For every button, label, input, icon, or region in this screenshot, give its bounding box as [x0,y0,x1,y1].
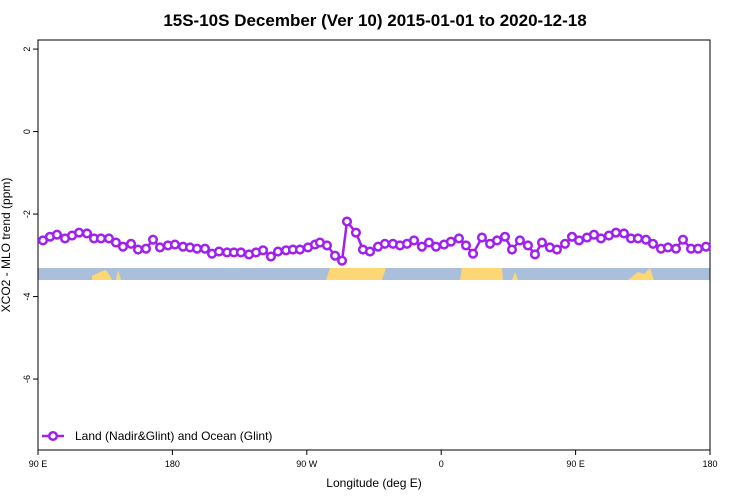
data-point [423,237,435,248]
data-point [350,227,361,238]
data-point [154,242,166,253]
y-tick-label: -4 [22,293,32,301]
data-point [551,244,562,255]
data-point [445,236,456,247]
data-point [265,251,277,262]
data-point [506,244,518,255]
data-point [476,232,488,243]
data-point [169,239,180,250]
data-point [573,235,585,246]
data-point [514,235,525,246]
x-tick-label: 90 W [296,459,318,469]
data-point [213,246,225,257]
data-point [677,234,689,245]
data-point [647,238,659,249]
data-point [272,246,284,257]
x-axis-label: Longitude (deg E) [326,476,421,490]
data-point [559,238,571,249]
data-point [81,228,93,239]
data-point [416,241,427,252]
data-point [95,233,107,244]
x-tick-label: 180 [165,459,180,469]
data-point [235,247,246,258]
data-point [133,244,144,255]
data-point [670,243,682,254]
legend-marker [47,430,59,442]
y-tick-label: 0 [22,129,32,134]
y-tick-label: -6 [22,375,32,383]
data-point [632,233,644,244]
data-point [640,234,651,245]
data-point [51,229,63,240]
series-line [42,218,707,263]
data-point [467,248,479,259]
data-point [430,241,442,252]
data-point [110,237,122,248]
data-point [453,233,465,244]
chart-title: 15S-10S December (Ver 10) 2015-01-01 to … [163,11,586,30]
y-tick-label: -2 [22,210,32,218]
data-point [522,240,534,251]
data-point [379,238,390,249]
data-point [294,244,305,255]
x-tick-label: 90 E [566,459,585,469]
data-point [693,243,704,254]
data-point [147,234,159,245]
y-axis-label: XCO2 - MLO trend (ppm) [0,178,13,313]
data-point [610,227,621,238]
data-point [595,233,607,244]
data-point [199,243,211,254]
data-point [341,216,353,227]
surface-strip [38,268,710,280]
data-point [408,235,420,246]
x-tick-label: 0 [439,459,444,469]
data-point [140,243,152,254]
data-point [364,246,376,257]
data-point [117,241,129,252]
data-point [529,249,541,260]
data-point [536,237,548,248]
data-point [336,255,348,266]
data-point [321,240,333,251]
data-point [125,238,137,249]
data-point [492,235,503,246]
y-tick-label: 2 [22,47,32,52]
x-tick-label: 90 E [29,459,48,469]
data-point [460,240,472,251]
data-point [499,231,511,242]
data-point [329,250,341,261]
data-point [700,241,712,252]
data-point [191,243,203,254]
x-tick-label: 180 [702,459,717,469]
data-point [103,233,114,244]
data-point [257,245,269,256]
data-point [74,227,85,238]
data-point [662,242,674,253]
legend-label: Land (Nadir&Glint) and Ocean (Glint) [75,429,272,443]
data-point [618,228,630,239]
